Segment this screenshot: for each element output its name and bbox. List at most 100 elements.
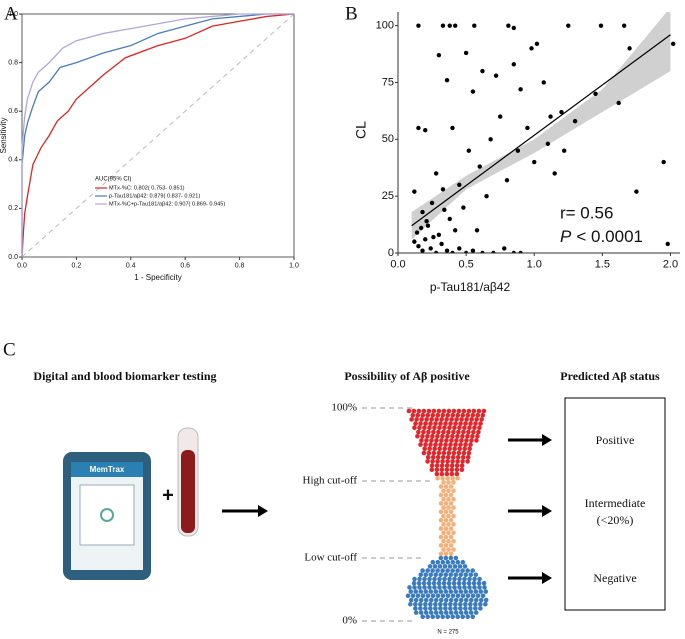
swarm-dot (435, 459, 440, 464)
swarm-dot (433, 610, 439, 615)
swarm-dot (429, 463, 435, 468)
swarm-dot (439, 417, 444, 422)
swarm-dot (441, 505, 446, 510)
y-tick-label: 50 (382, 133, 394, 145)
swarm-dot (450, 614, 456, 620)
point (412, 239, 417, 244)
swarm-dot (432, 585, 437, 590)
swarm-dot (450, 568, 455, 573)
swarm-dot (431, 429, 436, 435)
swarm-dot (441, 408, 447, 414)
swarm-dot (449, 417, 454, 422)
swarm-dot (437, 576, 442, 582)
swarm-dot (443, 501, 449, 506)
swarm-dot (441, 513, 446, 519)
swarm-dot (470, 614, 476, 620)
app-header (71, 462, 143, 477)
swarm-dot (457, 585, 462, 590)
swarm-dot (423, 606, 428, 611)
swarm-dot (474, 417, 479, 422)
swarm-dot (432, 425, 437, 431)
swarm-dot (440, 593, 446, 599)
swarm-dot (458, 610, 464, 615)
point (466, 148, 472, 153)
swarm-dot (456, 408, 462, 414)
swarm-dot (454, 471, 460, 477)
swarm-dot (443, 421, 448, 426)
swarm-dot (425, 614, 431, 620)
swarm-dot (442, 564, 448, 569)
swarm-dot (443, 589, 449, 594)
swarm-dot (471, 580, 477, 586)
annotation: P < 0.0001 (560, 227, 643, 246)
swarm-dot (413, 421, 418, 426)
swarm-dot (481, 408, 487, 414)
roc-curve (21, 13, 294, 257)
swarm-dot (474, 438, 479, 443)
swarm-dot (473, 606, 478, 611)
swarm-dot (458, 601, 463, 607)
heading: Possibility of Aβ positive (344, 369, 470, 383)
swarm-dot (438, 610, 444, 615)
y-tick-label: 0.6 (8, 108, 18, 115)
swarm-dot (418, 442, 423, 447)
swarm-dot (434, 471, 440, 477)
swarm-dot (436, 450, 442, 456)
point (616, 100, 621, 106)
swarm-dot (450, 454, 456, 460)
point (634, 189, 639, 194)
swarm-dot (422, 585, 427, 590)
swarm-dot (431, 450, 437, 456)
swarm-dot (446, 547, 451, 552)
swarm-dot (412, 576, 417, 582)
swarm-dot (430, 593, 436, 599)
swarm-dot (430, 559, 436, 565)
swarm-dot (455, 614, 461, 620)
swarm-dot (446, 530, 451, 536)
point (548, 114, 553, 119)
p-value: < 0.0001 (576, 227, 643, 246)
swarm-dot (448, 492, 454, 498)
swarm-dot (423, 572, 429, 578)
swarm-dot (464, 438, 469, 443)
swarm-dot (476, 580, 482, 586)
swarm-dot (422, 576, 427, 582)
y-axis-label: Sensitivity (0, 117, 8, 153)
swarm-dot (443, 606, 448, 611)
point (425, 223, 431, 228)
point (433, 171, 439, 176)
swarm-dot (441, 547, 446, 552)
swarm-dot (438, 501, 444, 506)
swarm-dot (453, 610, 459, 615)
heading: Digital and blood biomarker testing (33, 369, 216, 383)
swarm-dot (473, 597, 479, 603)
swarm-dot (424, 417, 429, 422)
swarm-dot (409, 417, 414, 422)
swarm-dot (414, 417, 419, 422)
swarm-dot (479, 417, 484, 422)
swarm-dot (454, 417, 459, 422)
swarm-dot (427, 564, 433, 569)
point (416, 243, 421, 249)
swarm-dot (466, 580, 472, 586)
y-tick-label: 100 (376, 20, 394, 32)
swarm-dot (445, 475, 450, 481)
swarm-dot (443, 492, 449, 498)
y-tick-label: 0.2 (8, 205, 18, 212)
swarm-dot (434, 417, 439, 422)
swarm-dot (465, 433, 470, 439)
swarm-dot (459, 467, 465, 473)
swarm-dot (475, 412, 481, 418)
swarm-dot (426, 580, 432, 586)
swarm-dot (428, 442, 433, 447)
swarm-dot (447, 576, 452, 582)
swarm-dot (463, 572, 469, 578)
swarm-dot (446, 450, 452, 456)
swarm-dot (435, 559, 441, 565)
swarm-dot (441, 538, 446, 544)
x-tick-label: 0.4 (126, 263, 136, 270)
swarm-dot (459, 463, 465, 468)
point (480, 250, 485, 253)
roc-curve (21, 13, 294, 257)
